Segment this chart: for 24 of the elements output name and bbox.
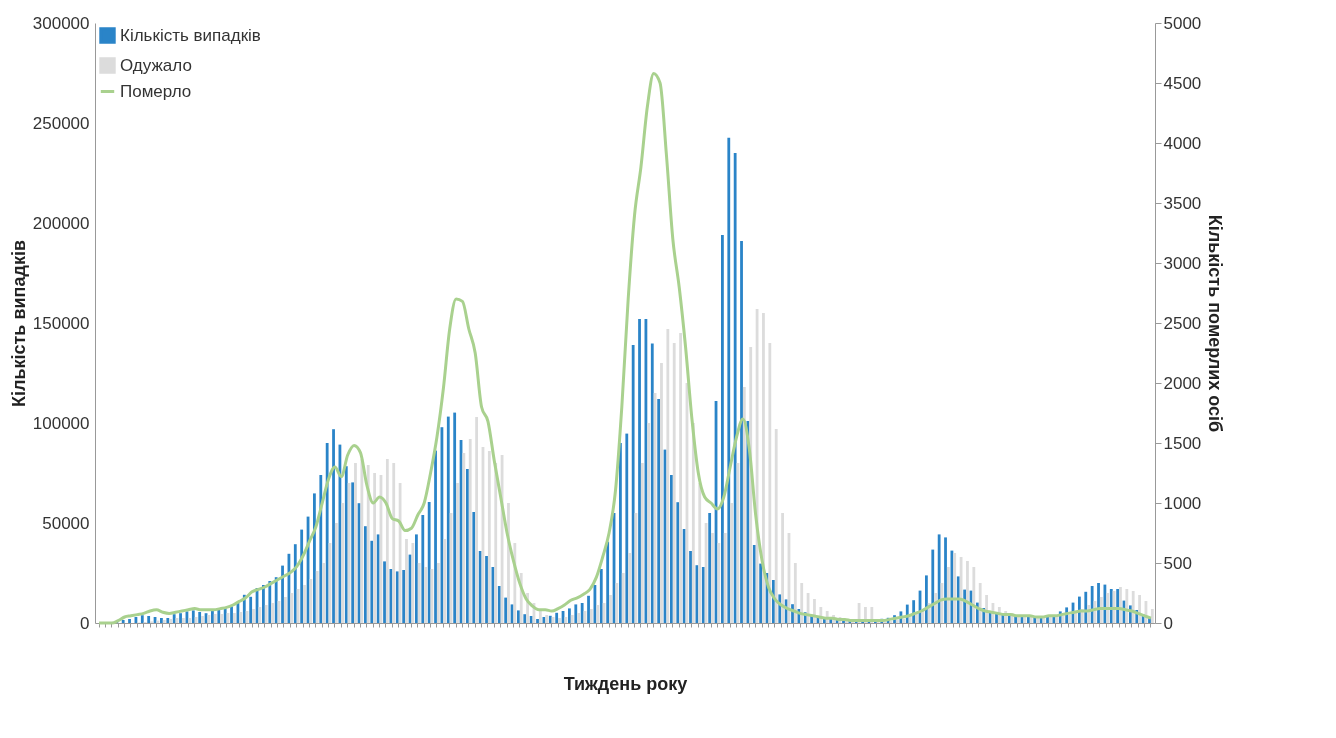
x-axis-title: Тиждень року — [563, 673, 688, 694]
y2-tick-label: 4000 — [1163, 133, 1202, 153]
y2-tick-label: 5000 — [1163, 13, 1202, 33]
y2-tick-label: 3000 — [1163, 253, 1202, 273]
y-axis-title: Кількість випадків — [8, 240, 29, 407]
y2-tick-label: 0 — [1163, 613, 1173, 633]
y-tick-label: 250000 — [32, 113, 90, 133]
y2-tick-label: 2000 — [1163, 373, 1202, 393]
y2-tick-label: 1500 — [1163, 433, 1202, 453]
y-tick-label: 0 — [80, 613, 90, 633]
y2-tick-label: 3500 — [1163, 193, 1202, 213]
y-tick-label: 300000 — [32, 13, 90, 33]
y2-tick-label: 500 — [1163, 553, 1192, 573]
legend-label: Одужало — [120, 55, 192, 75]
legend-label: Кількість випадків — [120, 25, 261, 45]
y-tick-label: 100000 — [32, 413, 90, 433]
y2-tick-label: 4500 — [1163, 73, 1202, 93]
y2-axis-title: Кількість померлих осіб — [1205, 214, 1226, 433]
legend-label: Померло — [120, 81, 192, 101]
y2-tick-label: 1000 — [1163, 493, 1202, 513]
y2-tick-label: 2500 — [1163, 313, 1202, 333]
y-tick-label: 200000 — [32, 213, 90, 233]
y-tick-label: 150000 — [32, 313, 90, 333]
y-tick-label: 50000 — [42, 513, 90, 533]
